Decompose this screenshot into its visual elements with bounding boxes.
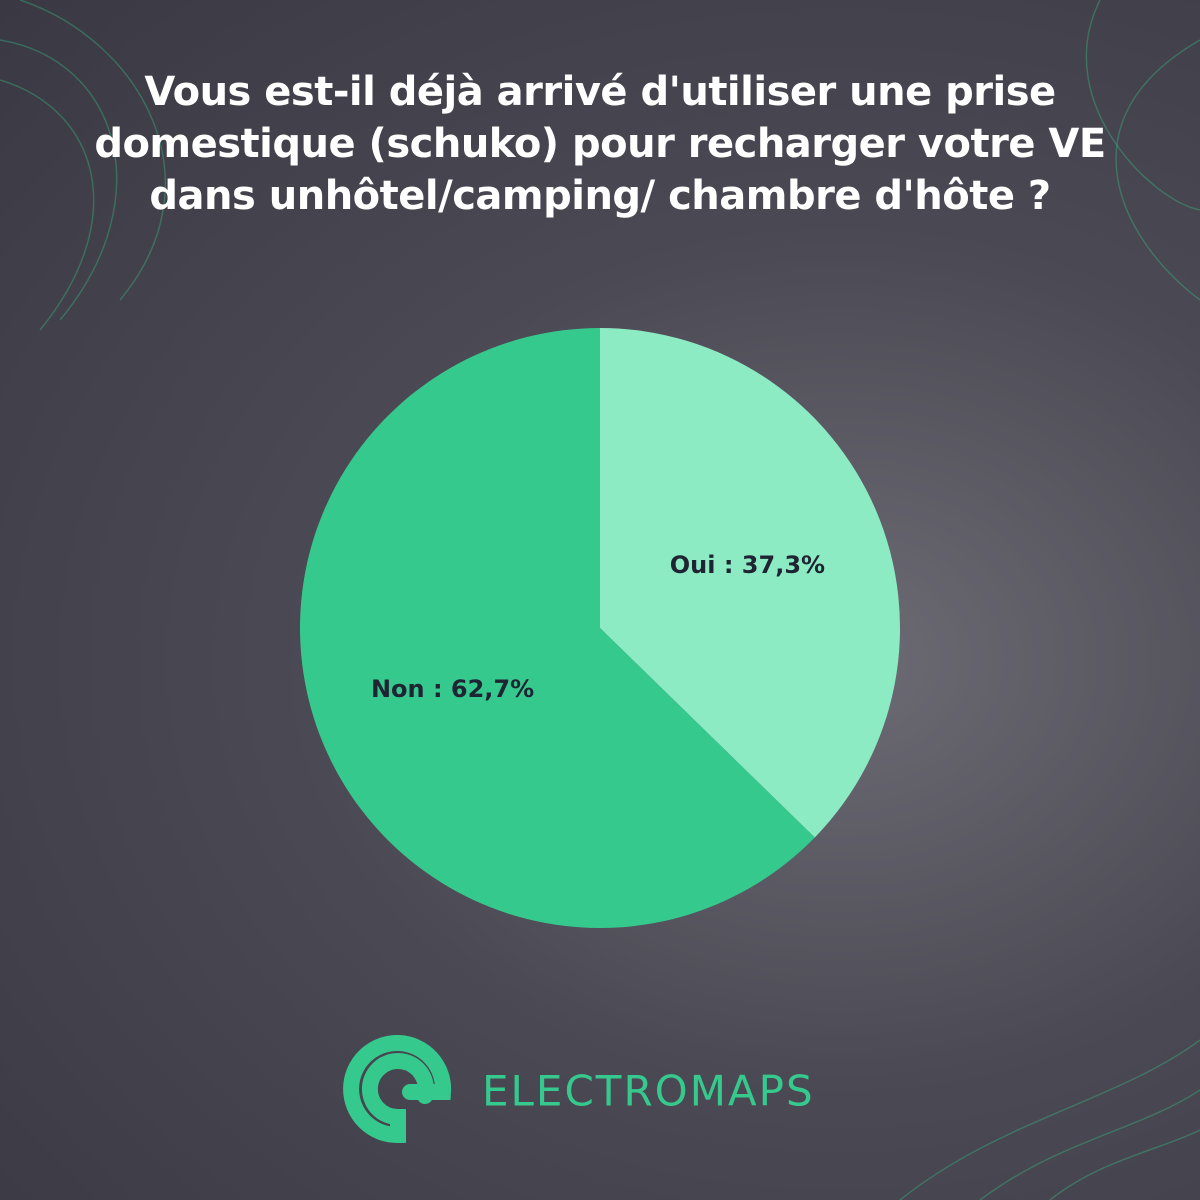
pie-slice: [600, 328, 901, 838]
pie-slice: [300, 328, 815, 929]
logo: ELECTROMAPS: [343, 1035, 815, 1144]
data-label: Oui : 37,3%: [670, 551, 825, 579]
logo-icon: [343, 1035, 452, 1144]
data-label: Non : 62,7%: [371, 675, 534, 703]
chart-title: Vous est-il déjà arrivé d'utiliser une p…: [94, 69, 1106, 219]
pie: Oui : 37,3% Non : 62,7%: [300, 328, 901, 929]
brand: ELECTROMAPS: [482, 1067, 815, 1116]
